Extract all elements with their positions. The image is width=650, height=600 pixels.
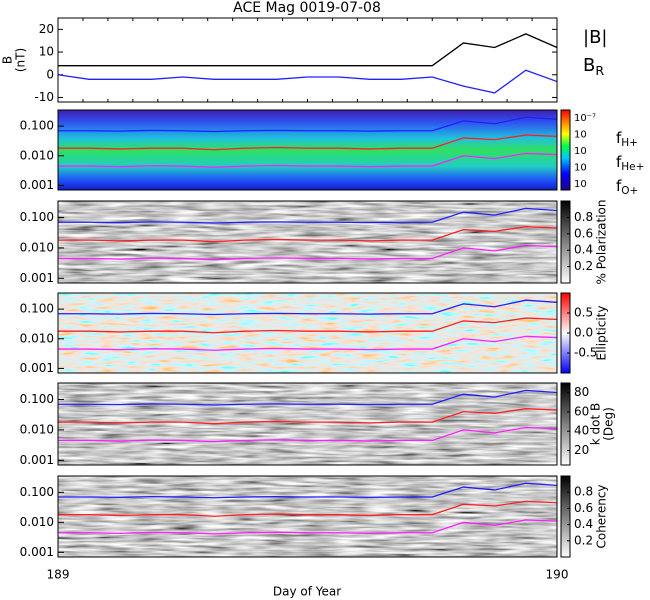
- series-line: [58, 226, 557, 243]
- legend-label: fO+: [616, 177, 638, 198]
- legend-label: fHe+: [616, 153, 644, 174]
- series-line: [58, 207, 557, 224]
- y-axis-label: (nT): [14, 48, 28, 72]
- legend-sub: He+: [621, 161, 644, 173]
- x-tick-label: 189: [47, 568, 70, 582]
- colorbar-label: k dot B: [589, 403, 603, 445]
- colorbar-tick-label: 0.2: [574, 259, 593, 273]
- legend-label: |B|: [583, 27, 607, 48]
- series-line: [58, 134, 557, 151]
- y-tick-label: 0.001: [20, 545, 54, 559]
- colorbar: [560, 109, 571, 191]
- legend-name: f: [616, 177, 622, 195]
- colorbar-tick-label: 60: [574, 404, 589, 418]
- y-tick-label: 0.001: [20, 178, 54, 192]
- series-line: [58, 519, 557, 535]
- colorbar-label: Coherency: [595, 484, 609, 548]
- colorbar: [560, 382, 571, 466]
- legend-name: B: [583, 55, 595, 76]
- colorbar-label: Ellipticity: [595, 306, 609, 361]
- colorbar-tick-label: 10: [574, 146, 587, 157]
- colorbar-tick-label: 0.6: [574, 226, 593, 240]
- y-tick-label: 0.001: [20, 453, 54, 467]
- chart-title: ACE Mag 0019-07-08: [233, 0, 381, 16]
- colorbar-tick-label: 0.5: [574, 306, 593, 320]
- plot-frame: [57, 200, 558, 284]
- y-tick-label: 0.100: [20, 302, 54, 316]
- colorbar-tick-label: 0.8: [574, 210, 593, 224]
- colorbar-label: % Polarization: [595, 200, 609, 285]
- series-line: [58, 335, 557, 351]
- plot-frame: [57, 382, 558, 466]
- y-tick-label: 0: [46, 67, 54, 81]
- colorbar-tick-label: 20: [574, 443, 589, 457]
- legend-sub: H+: [621, 137, 638, 149]
- plot-frame: [57, 109, 558, 191]
- spectrogram: [58, 383, 557, 465]
- y-tick-label: 20: [39, 22, 54, 36]
- series-line: [58, 69, 557, 94]
- plot-frame: [57, 292, 558, 374]
- colorbar: [560, 475, 571, 558]
- colorbar-tick-label: 80: [574, 385, 589, 399]
- series-line: [58, 152, 557, 168]
- series-line: [58, 299, 557, 316]
- colorbar: [560, 200, 571, 284]
- y-axis-label: B: [1, 56, 15, 64]
- legend-sub: O+: [621, 185, 638, 197]
- y-tick-label: -10: [34, 90, 54, 104]
- y-tick-label: 0.010: [20, 148, 54, 162]
- colorbar-tick-label: 0.6: [574, 501, 593, 515]
- series-line: [58, 426, 557, 443]
- y-tick-label: 0.100: [20, 392, 54, 406]
- y-tick-label: 0.100: [20, 485, 54, 499]
- series-line: [58, 244, 557, 261]
- colorbar-tick-label: 10: [574, 163, 587, 174]
- legend-label: BR: [583, 55, 604, 78]
- colorbar-tick-label: 10: [574, 179, 587, 190]
- y-tick-label: 0.010: [20, 240, 54, 254]
- y-tick-label: 10: [39, 45, 54, 59]
- colorbar-tick-label: 10: [574, 130, 587, 141]
- y-tick-label: 0.100: [20, 119, 54, 133]
- colorbar-tick-label: 0.0: [574, 326, 593, 340]
- colorbar-tick-label: 0.8: [574, 485, 593, 499]
- colorbar-tick-label: 10⁻⁷: [574, 113, 596, 124]
- y-tick-label: 0.100: [20, 210, 54, 224]
- legend-sub: R: [595, 63, 604, 78]
- series-line: [58, 408, 557, 425]
- series-line: [58, 500, 557, 517]
- colorbar-tick-label: -0.5: [574, 346, 597, 360]
- colorbar-tick-label: 0.2: [574, 533, 593, 547]
- plot-frame: [57, 475, 558, 558]
- y-tick-label: 0.010: [20, 331, 54, 345]
- x-axis-label: Day of Year: [273, 585, 341, 599]
- y-tick-label: 0.001: [20, 361, 54, 375]
- spectrogram: [58, 293, 557, 373]
- y-tick-label: 0.010: [20, 515, 54, 529]
- legend-name: |B|: [583, 27, 607, 48]
- series-line: [58, 317, 557, 334]
- legend-label: fH+: [616, 129, 638, 150]
- spectrogram: [58, 110, 557, 190]
- series-line: [58, 116, 557, 133]
- series-line: [58, 482, 557, 499]
- spectrogram: [58, 476, 557, 557]
- spectrogram: [58, 201, 557, 283]
- series-line: [58, 33, 557, 67]
- y-tick-label: 0.001: [20, 271, 54, 285]
- legend-name: f: [616, 129, 622, 147]
- x-tick-label: 190: [546, 568, 569, 582]
- colorbar-label: (Deg): [602, 407, 616, 441]
- colorbar-tick-label: 0.4: [574, 243, 593, 257]
- colorbar-tick-label: 0.4: [574, 517, 593, 531]
- series-line: [58, 389, 557, 406]
- plot-frame: [57, 17, 558, 103]
- y-tick-label: 0.010: [20, 422, 54, 436]
- legend-name: f: [616, 153, 622, 171]
- colorbar-tick-label: 40: [574, 424, 589, 438]
